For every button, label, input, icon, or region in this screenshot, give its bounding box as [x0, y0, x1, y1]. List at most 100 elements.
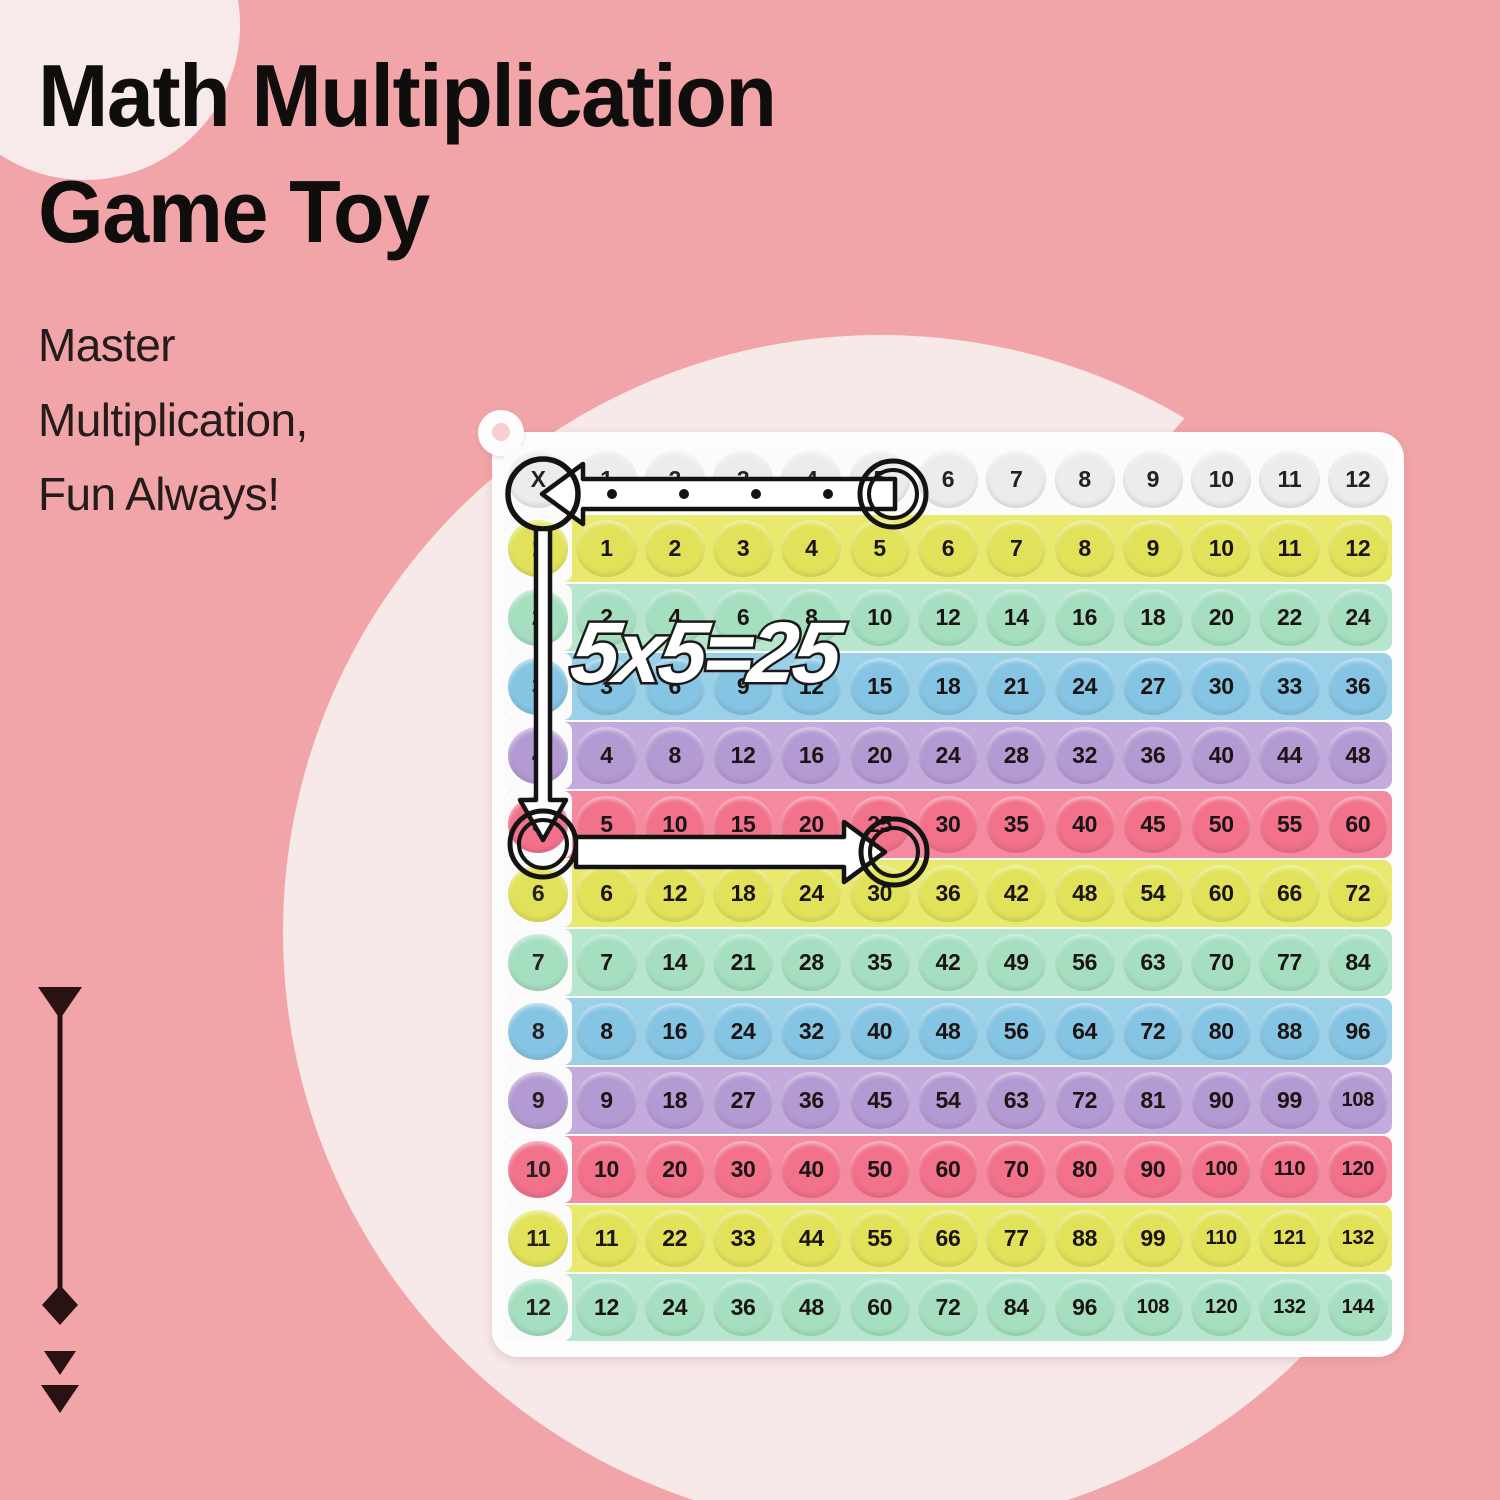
- product-cell-9x10[interactable]: 90: [1187, 1067, 1255, 1134]
- bubble[interactable]: 22: [644, 1210, 705, 1267]
- bubble[interactable]: 18: [644, 1072, 705, 1129]
- row-header-9[interactable]: 9: [504, 1067, 573, 1134]
- bubble[interactable]: 35: [986, 796, 1047, 853]
- bubble[interactable]: 72: [1122, 1003, 1183, 1060]
- bubble[interactable]: 10: [849, 589, 910, 646]
- product-cell-5x11[interactable]: 55: [1255, 791, 1323, 858]
- product-cell-6x2[interactable]: 12: [641, 860, 709, 927]
- bubble[interactable]: 4: [508, 727, 569, 784]
- product-cell-3x7[interactable]: 21: [982, 653, 1050, 720]
- bubble[interactable]: 12: [644, 865, 705, 922]
- bubble[interactable]: 1: [576, 520, 637, 577]
- product-cell-7x9[interactable]: 63: [1119, 929, 1187, 996]
- bubble[interactable]: 24: [1327, 589, 1388, 646]
- product-cell-9x11[interactable]: 99: [1255, 1067, 1323, 1134]
- bubble[interactable]: 9: [508, 1072, 569, 1129]
- product-cell-6x12[interactable]: 72: [1324, 860, 1392, 927]
- bubble[interactable]: 3: [576, 658, 637, 715]
- product-cell-1x11[interactable]: 11: [1255, 515, 1323, 582]
- bubble[interactable]: 66: [917, 1210, 979, 1267]
- product-cell-3x2[interactable]: 6: [641, 653, 709, 720]
- bubble[interactable]: 20: [1191, 589, 1252, 646]
- bubble[interactable]: 99: [1122, 1210, 1183, 1267]
- bubble[interactable]: 40: [1191, 727, 1252, 784]
- bubble[interactable]: 9: [1122, 520, 1183, 577]
- product-cell-8x11[interactable]: 88: [1255, 998, 1323, 1065]
- bubble[interactable]: 15: [713, 796, 774, 853]
- product-cell-2x4[interactable]: 8: [777, 584, 845, 651]
- bubble[interactable]: 55: [849, 1210, 910, 1267]
- bubble[interactable]: 45: [1122, 796, 1183, 853]
- bubble[interactable]: 40: [781, 1141, 842, 1198]
- product-cell-10x8[interactable]: 80: [1050, 1136, 1118, 1203]
- product-cell-10x11[interactable]: 110: [1255, 1136, 1323, 1203]
- bubble[interactable]: 4: [644, 589, 705, 646]
- row-header-4[interactable]: 4: [504, 722, 573, 789]
- product-cell-2x5[interactable]: 10: [846, 584, 914, 651]
- bubble[interactable]: 7: [576, 934, 637, 991]
- bubble[interactable]: 3: [508, 658, 569, 715]
- product-cell-2x1[interactable]: 2: [572, 584, 640, 651]
- bubble[interactable]: 10: [576, 1141, 637, 1198]
- bubble[interactable]: 12: [576, 1279, 637, 1336]
- product-cell-12x5[interactable]: 60: [846, 1274, 914, 1341]
- bubble[interactable]: 5: [576, 796, 637, 853]
- product-cell-10x1[interactable]: 10: [572, 1136, 640, 1203]
- product-cell-3x3[interactable]: 9: [709, 653, 777, 720]
- product-cell-11x11[interactable]: 121: [1255, 1205, 1323, 1272]
- bubble[interactable]: 4: [781, 520, 842, 577]
- column-header-10[interactable]: 10: [1187, 446, 1255, 513]
- bubble[interactable]: 2: [508, 589, 569, 646]
- bubble[interactable]: 30: [917, 796, 979, 853]
- bubble[interactable]: 88: [1259, 1003, 1320, 1060]
- bubble[interactable]: 90: [1122, 1141, 1183, 1198]
- product-cell-6x10[interactable]: 60: [1187, 860, 1255, 927]
- row-header-6[interactable]: 6: [504, 860, 573, 927]
- product-cell-8x4[interactable]: 32: [777, 998, 845, 1065]
- product-cell-5x7[interactable]: 35: [982, 791, 1050, 858]
- bubble[interactable]: 12: [917, 589, 979, 646]
- product-cell-8x9[interactable]: 72: [1119, 998, 1187, 1065]
- product-cell-7x12[interactable]: 84: [1324, 929, 1392, 996]
- bubble[interactable]: 80: [1191, 1003, 1252, 1060]
- bubble[interactable]: 48: [1054, 865, 1115, 922]
- product-cell-9x7[interactable]: 63: [982, 1067, 1050, 1134]
- bubble[interactable]: 2: [644, 451, 705, 508]
- product-cell-5x9[interactable]: 45: [1119, 791, 1187, 858]
- bubble[interactable]: 24: [713, 1003, 774, 1060]
- product-cell-12x9[interactable]: 108: [1119, 1274, 1187, 1341]
- bubble[interactable]: 22: [1259, 589, 1320, 646]
- bubble[interactable]: 88: [1054, 1210, 1115, 1267]
- product-cell-10x2[interactable]: 20: [641, 1136, 709, 1203]
- column-header-2[interactable]: 2: [641, 446, 709, 513]
- product-cell-9x6[interactable]: 54: [914, 1067, 982, 1134]
- product-cell-8x6[interactable]: 48: [914, 998, 982, 1065]
- bubble[interactable]: 33: [713, 1210, 774, 1267]
- bubble[interactable]: 80: [1054, 1141, 1115, 1198]
- bubble[interactable]: 11: [508, 1210, 569, 1267]
- product-cell-10x12[interactable]: 120: [1324, 1136, 1392, 1203]
- product-cell-9x4[interactable]: 36: [777, 1067, 845, 1134]
- product-cell-7x10[interactable]: 70: [1187, 929, 1255, 996]
- product-cell-1x10[interactable]: 10: [1187, 515, 1255, 582]
- bubble[interactable]: 18: [917, 658, 979, 715]
- product-cell-5x8[interactable]: 40: [1050, 791, 1118, 858]
- product-cell-7x7[interactable]: 49: [982, 929, 1050, 996]
- bubble[interactable]: 15: [849, 658, 910, 715]
- row-header-7[interactable]: 7: [504, 929, 573, 996]
- bubble[interactable]: 1: [576, 451, 637, 508]
- bubble[interactable]: 30: [713, 1141, 774, 1198]
- bubble[interactable]: 30: [849, 865, 910, 922]
- bubble[interactable]: 3: [713, 520, 774, 577]
- bubble[interactable]: 8: [1054, 451, 1115, 508]
- product-cell-4x11[interactable]: 44: [1255, 722, 1323, 789]
- product-cell-5x2[interactable]: 10: [641, 791, 709, 858]
- product-cell-11x1[interactable]: 11: [572, 1205, 640, 1272]
- bubble[interactable]: 84: [986, 1279, 1047, 1336]
- bubble[interactable]: 2: [644, 520, 705, 577]
- bubble[interactable]: 8: [508, 1003, 569, 1060]
- bubble[interactable]: 11: [1259, 520, 1320, 577]
- bubble[interactable]: 8: [1054, 520, 1115, 577]
- product-cell-8x5[interactable]: 40: [846, 998, 914, 1065]
- bubble[interactable]: 60: [917, 1141, 979, 1198]
